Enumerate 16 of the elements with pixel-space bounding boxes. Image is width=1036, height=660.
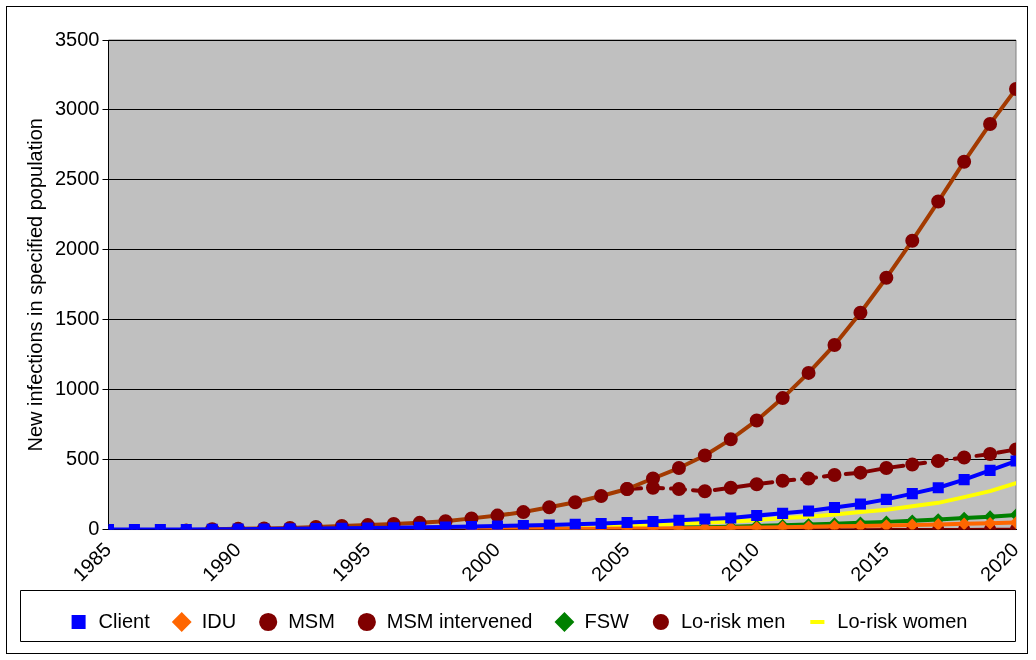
legend-label: Lo-risk women [837, 609, 968, 632]
legend-label: MSM [288, 609, 335, 632]
y-axis-title: New infections in specified population [23, 118, 46, 452]
y-tick-label: 2000 [54, 237, 100, 260]
legend-label: FSW [584, 609, 630, 632]
y-tick-label: 1000 [54, 377, 100, 400]
y-tick-label: 2500 [54, 167, 100, 190]
legend-label: Lo-risk men [680, 609, 786, 632]
y-tick-label: 1500 [54, 307, 100, 330]
y-tick-label: 500 [66, 447, 100, 470]
y-tick-label: 3000 [54, 97, 100, 120]
y-tick-label: 0 [88, 517, 100, 540]
legend-label: IDU [201, 609, 237, 632]
legend-label: MSM intervened [386, 609, 533, 632]
y-tick-label: 3500 [54, 27, 100, 50]
legend-label: Client [98, 609, 151, 632]
